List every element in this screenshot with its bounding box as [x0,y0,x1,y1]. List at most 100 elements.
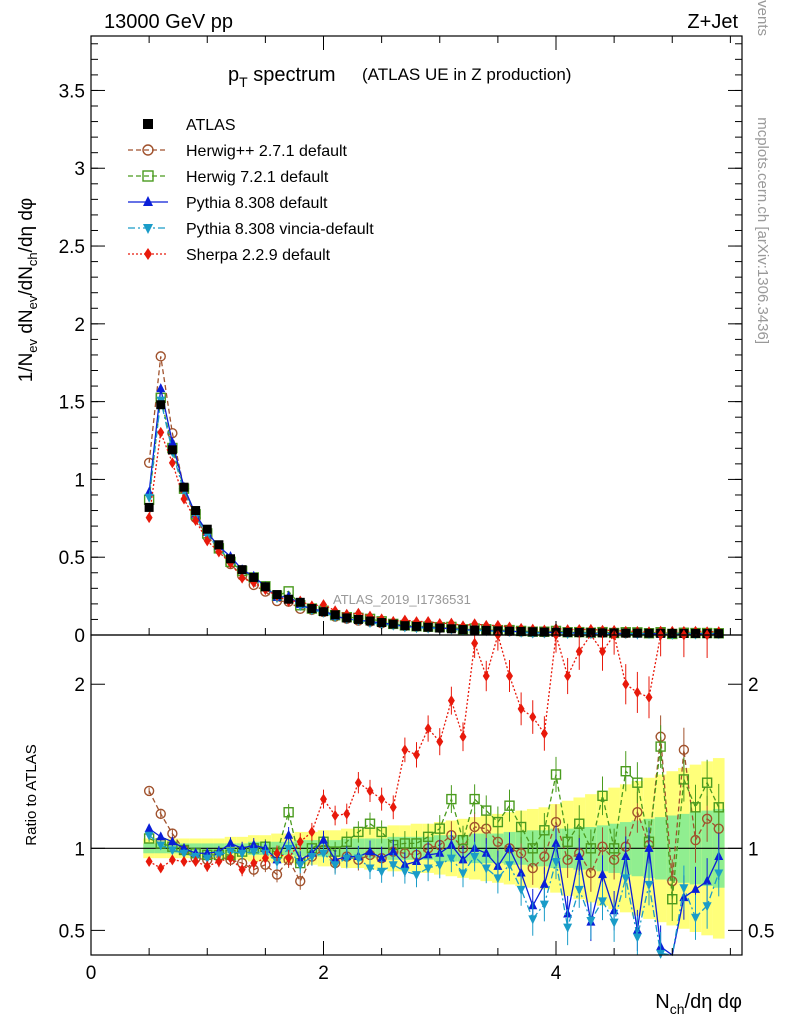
series-5-ratio-point [215,855,223,867]
series-2-ratio-point [457,834,469,846]
ylab-p3: ev [25,295,40,309]
y-tick-label-main: 2.5 [59,237,85,258]
series-2-ratio-point [422,831,434,843]
series-0-main-point [214,540,224,550]
series-1-ratio-point [632,807,643,818]
ylab-p6: /dη dφ [16,198,37,253]
series-4-ratio-point [481,864,491,874]
series-1-ratio-point [585,867,597,879]
ylab-p0: 1/N [16,353,37,383]
series-1-ratio-point [271,869,283,880]
series-4-ratio-point [237,849,247,859]
series-5-ratio-point [343,808,351,820]
series-2-ratio-point [364,818,376,829]
series-5-main-point [192,514,200,526]
legend-label-4: Pythia 8.308 vincia-default [186,221,374,238]
series-4-ratio-point [307,853,317,863]
series-5-ratio-point [447,695,455,707]
series-5-ratio-point [471,637,479,649]
series-5-ratio-point [354,777,362,789]
series-0-main-point [470,625,480,635]
series-4-ratio-point [388,861,398,871]
series-0-main-point [586,628,596,638]
ylab-p1: ev [25,338,40,352]
series-0-main-point [179,482,189,492]
series-5-main-point [180,493,188,505]
series-0-main-point [144,502,154,512]
series-4-ratio-point [586,917,596,927]
series-0-main-point [539,627,549,637]
series-2-ratio-point [713,802,724,813]
series-5-ratio-point [366,785,374,797]
series-4-ratio-point [446,854,456,864]
series-0-main-point [388,619,398,629]
series-3-ratio-point [481,847,491,857]
series-1-ratio-point [143,785,155,797]
series-4-ratio-point [714,869,724,879]
series-2-ratio-point [492,816,504,828]
y-axis-label-main: 1/Nev dNev/dNch/dη dφ [16,198,40,383]
series-5-ratio-point [564,670,572,682]
y-tick-label-ratio: 2 [74,675,85,696]
series-5-ratio-point [389,801,397,813]
series-3-ratio-point [226,837,235,847]
legend-label-5: Sherpa 2.2.9 default [186,247,331,264]
legend-label-1: Herwig++ 2.7.1 default [186,143,348,160]
series-1-ratio-point [690,834,701,846]
series-0-main-point [435,623,445,633]
series-5-ratio-point [168,854,176,866]
series-5-ratio-point [238,864,246,876]
series-3-ratio-point [388,846,398,856]
header-energy-label: 13000 GeV pp [104,11,233,33]
series-0-main-point [237,565,247,575]
series-0-main-point [377,618,387,628]
series-5-main-point [203,535,211,547]
series-5-ratio-point [180,855,188,867]
series-0-main-point [365,616,375,626]
series-5-ratio-point [459,731,467,743]
chart-title: pT spectrum [228,64,336,90]
series-2-ratio-point [701,777,713,788]
y-tick-label-main: 2 [74,315,85,336]
series-4-main-line [148,399,719,636]
series-2-ratio-point [667,894,678,905]
y-tick-label-main: 0.5 [59,548,85,569]
series-1-ratio-line [148,736,720,883]
y-tick-label-ratio: 1 [74,839,85,860]
series-2-ratio-point [341,836,352,847]
series-0-main-point [167,445,177,455]
series-0-main-point [400,621,410,631]
series-0-main-point [191,506,201,516]
series-2-ratio-point [434,823,445,834]
series-1-ratio-point [701,813,713,824]
x-tick-label: 4 [551,963,562,984]
series-4-ratio-point [470,853,480,863]
series-4-ratio-point [342,854,352,864]
series-5-ratio-point [296,836,304,848]
series-3-ratio-point [621,851,631,861]
series-3-ratio-point [446,839,456,849]
series-3-ratio-point [179,842,189,852]
y-tick-label-main: 1 [74,470,85,491]
series-5-ratio-point [622,678,630,690]
series-3-ratio-point [319,834,328,844]
series-5-ratio-point [540,727,548,739]
mcplots-label: mcplots.cern.ch [arXiv:1306.3436] [754,117,771,344]
series-0-main-point [574,628,584,638]
series-3-ratio-point [516,867,526,877]
series-1-ratio-point [539,851,550,862]
x-tick-label: 0 [86,963,97,984]
series-4-ratio-point [632,933,642,943]
series-2-ratio-point [283,807,294,818]
series-1-ratio-point [155,808,166,820]
series-4-ratio-point [330,861,340,871]
series-0-main-point [342,613,352,623]
series-5-ratio-point [157,862,165,874]
series-0-main-point [563,627,573,637]
ratio-panel [91,629,742,959]
series-4-ratio-point [458,869,468,879]
y-tick-label-ratio-right: 2 [748,675,759,696]
series-4-ratio-point [656,949,666,959]
series-4-ratio-point [423,864,433,874]
series-0-main-point [505,626,514,636]
